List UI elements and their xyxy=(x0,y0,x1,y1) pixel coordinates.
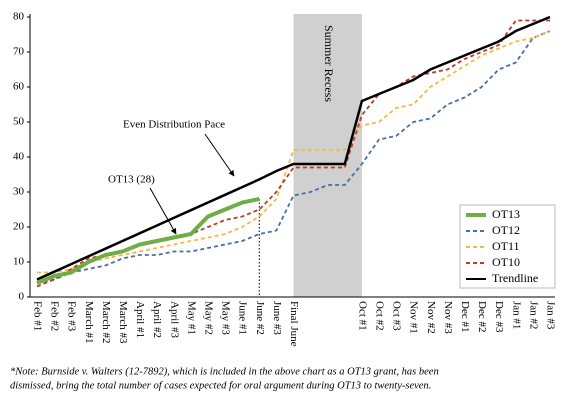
series-line xyxy=(36,15,551,281)
x-tick-label: Feb #3 xyxy=(66,301,78,332)
x-tick-label: Oct #3 xyxy=(391,301,403,331)
x-tick-label: Final June xyxy=(288,301,300,347)
x-tick-label: Jan #2 xyxy=(527,301,539,329)
x-tick-label: Nov #2 xyxy=(425,301,437,334)
annotation-arrow xyxy=(204,133,235,177)
y-tick-label: 0 xyxy=(19,291,25,303)
legend-label: Trendline xyxy=(492,271,538,285)
legend-label: OT10 xyxy=(492,255,520,269)
y-tick-label: 50 xyxy=(13,116,25,128)
x-tick-label: Jan #3 xyxy=(544,301,556,330)
x-tick-label: June #1 xyxy=(237,301,249,335)
legend-label: OT11 xyxy=(492,239,520,253)
x-tick-label: May #2 xyxy=(202,301,214,335)
recess-label: Summer Recess xyxy=(322,25,336,102)
x-tick-label: Nov #1 xyxy=(408,301,420,334)
y-tick-label: 40 xyxy=(13,151,25,163)
series-line xyxy=(36,30,551,284)
x-tick-label: April #3 xyxy=(168,301,180,338)
x-tick-label: Oct #2 xyxy=(373,301,385,331)
legend-label: OT13 xyxy=(492,207,520,221)
legend-box xyxy=(459,204,556,289)
y-tick-label: 10 xyxy=(13,256,25,268)
footnote: dismissed, bring the total number of cas… xyxy=(10,380,431,391)
annotation-arrow xyxy=(149,187,177,235)
x-tick-label: May #1 xyxy=(185,301,197,335)
annotation: Even Distribution Pace xyxy=(123,119,225,131)
recess-band xyxy=(293,14,362,297)
footnote: *Note: Burnside v. Walters (12-7892), wh… xyxy=(10,366,439,377)
legend-label: OT12 xyxy=(492,223,520,237)
x-tick-label: Feb #2 xyxy=(49,301,61,331)
x-tick-label: March #3 xyxy=(117,301,129,344)
x-tick-label: June #2 xyxy=(254,301,266,335)
y-tick-label: 80 xyxy=(13,11,25,23)
x-tick-label: Nov #3 xyxy=(442,301,454,334)
x-tick-label: April #1 xyxy=(134,301,146,338)
x-tick-label: Dec #3 xyxy=(493,301,505,333)
x-tick-label: June #3 xyxy=(271,301,283,335)
y-tick-label: 70 xyxy=(13,46,25,58)
y-tick-label: 60 xyxy=(13,81,25,93)
series-line xyxy=(37,30,551,274)
x-tick-label: March #1 xyxy=(83,301,95,343)
x-tick-label: April #2 xyxy=(151,301,163,338)
annotation: OT13 (28) xyxy=(108,174,155,186)
x-tick-label: Feb #1 xyxy=(31,301,43,331)
x-tick-label: Oct #1 xyxy=(356,301,368,331)
x-tick-label: May #3 xyxy=(220,301,232,335)
x-tick-label: March #2 xyxy=(100,301,112,343)
x-tick-label: Dec #2 xyxy=(476,301,488,332)
x-tick-label: Dec #1 xyxy=(459,301,471,332)
y-tick-label: 30 xyxy=(13,186,25,198)
series-line xyxy=(36,197,260,285)
x-tick-label: Jan #1 xyxy=(510,301,522,329)
y-tick-label: 20 xyxy=(13,221,25,233)
